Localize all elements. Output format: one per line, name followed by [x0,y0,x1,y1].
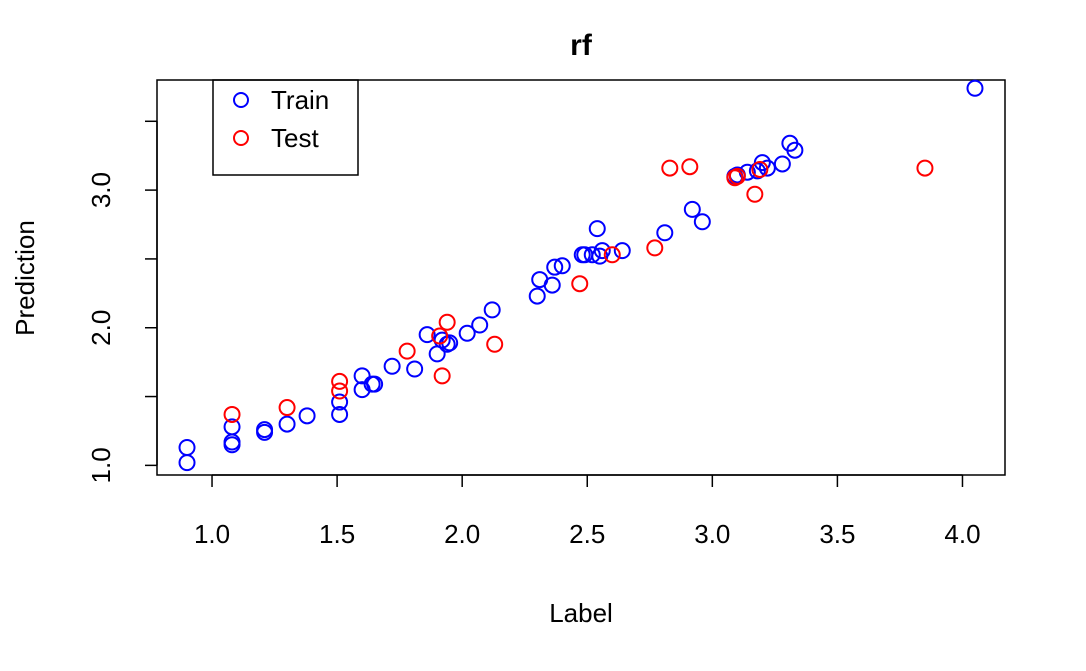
test-point [603,246,621,264]
train-point [773,155,791,173]
chart-title: rf [570,29,593,62]
test-point [728,167,746,185]
train-point [178,438,196,456]
train-point [966,79,984,97]
data-points [178,79,984,472]
train-point [483,301,501,319]
train-point [471,316,489,334]
x-axis: 1.0 1.5 2.0 2.5 3.0 3.5 4.0 [194,474,981,549]
test-point [681,158,699,176]
train-point [366,375,384,393]
train-point [593,242,611,260]
x-tick-label: 4.0 [944,519,980,549]
train-point [223,418,241,436]
legend: Train Test [212,79,359,176]
x-tick-label: 1.5 [319,519,355,549]
train-point [553,257,571,275]
train-point [428,345,446,363]
test-point [486,335,504,353]
x-axis-label: Label [549,598,613,628]
legend-test-label: Test [271,123,319,153]
x-tick-label: 3.0 [694,519,730,549]
train-point [406,360,424,378]
train-point [528,287,546,305]
train-point [693,213,711,231]
train-point [178,454,196,472]
train-point [656,224,674,242]
x-tick-label: 2.5 [569,519,605,549]
train-point [256,421,274,439]
legend-train-label: Train [271,85,329,115]
train-point [588,220,606,238]
test-point [398,342,416,360]
train-point [786,141,804,159]
train-point [758,159,776,177]
y-tick-label: 2.0 [86,310,116,346]
test-point [331,382,349,400]
x-tick-label: 2.0 [444,519,480,549]
train-point [546,258,564,276]
test-point [223,405,241,423]
test-point [661,159,679,177]
train-point [383,357,401,375]
train-point [331,393,349,411]
train-point [331,405,349,423]
x-tick-label: 1.0 [194,519,230,549]
test-point [571,275,589,293]
train-point [583,246,601,264]
train-point [613,242,631,260]
y-tick-label: 1.0 [86,447,116,483]
test-point [331,372,349,390]
test-point [431,327,449,345]
legend-test-marker [233,130,249,146]
legend-box [212,79,359,176]
train-point [298,407,316,425]
train-point [418,326,436,344]
y-tick-label: 3.0 [86,172,116,208]
x-tick-label: 3.5 [819,519,855,549]
train-point [543,276,561,294]
train-point [753,154,771,172]
train-point [458,324,476,342]
y-axis: 1.0 2.0 3.0 [86,120,158,483]
test-point [916,159,934,177]
legend-train-marker [233,92,249,108]
train-point [433,331,451,349]
train-point [353,367,371,385]
test-point [278,399,296,417]
test-point [746,185,764,203]
test-point [438,313,456,331]
train-point [278,415,296,433]
test-point [433,367,451,385]
test-point [646,239,664,257]
train-point [683,200,701,218]
y-axis-label: Prediction [10,220,40,336]
test-point [751,160,769,178]
